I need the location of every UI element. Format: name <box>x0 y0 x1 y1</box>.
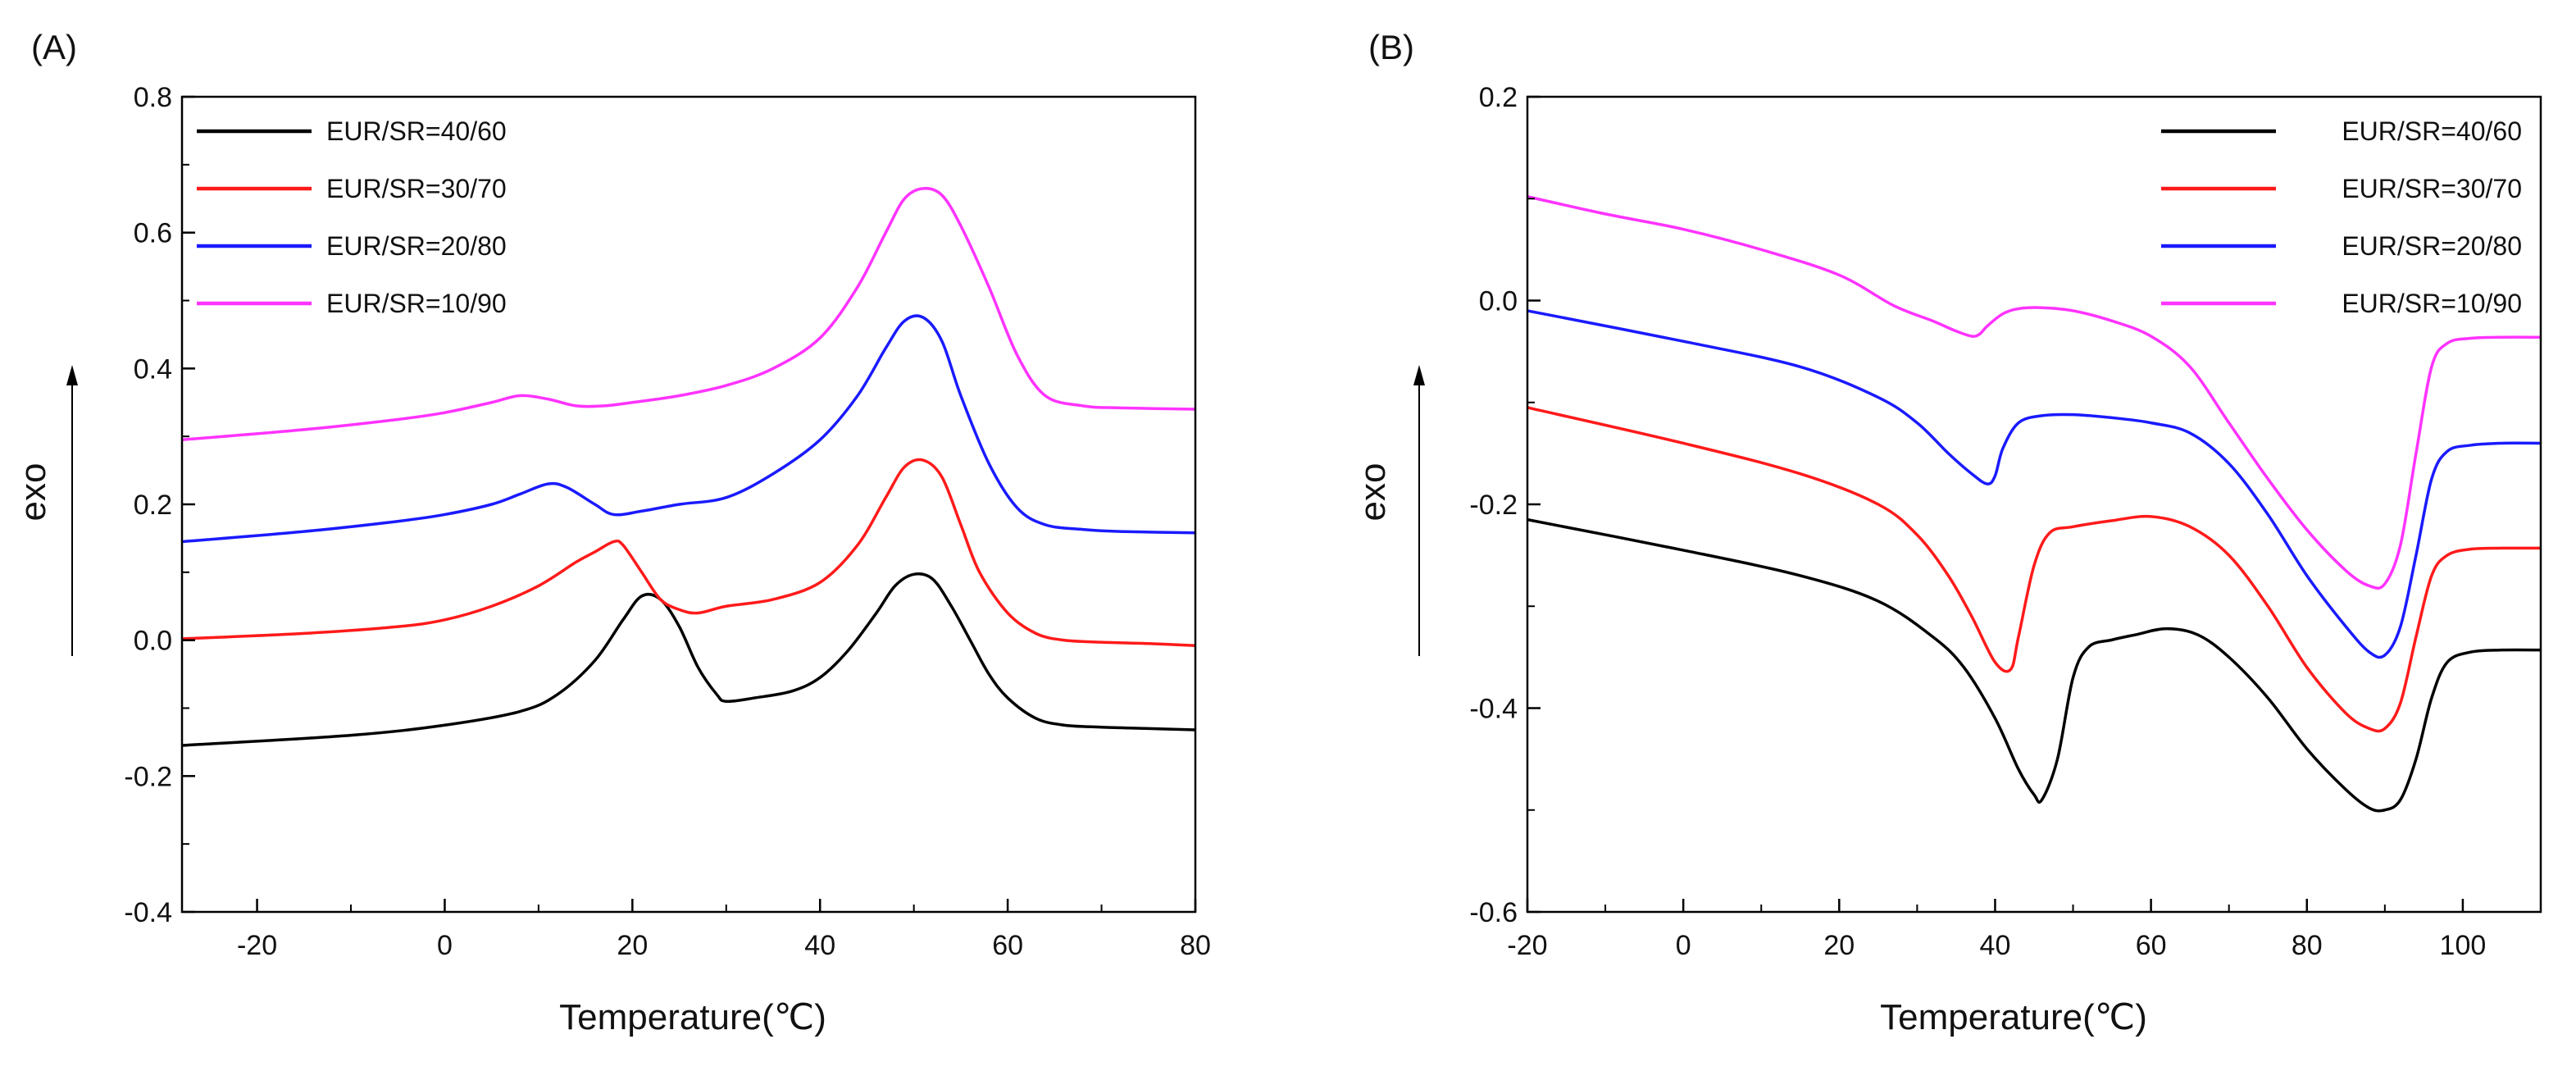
x-tick-label: 20 <box>1823 930 1855 961</box>
x-tick-label: 40 <box>1980 930 2011 961</box>
x-tick-label: 100 <box>2440 930 2487 961</box>
x-tick-label: 0 <box>1676 930 1691 961</box>
legend-label: EUR/SR=30/70 <box>2342 174 2522 203</box>
legend-label: EUR/SR=10/90 <box>326 289 507 318</box>
series-line-eur-sr-20-80 <box>181 314 1196 544</box>
y-tick-label: 0.2 <box>134 490 172 521</box>
x-tick-label: 60 <box>992 930 1023 961</box>
series-line-eur-sr-20-80 <box>1527 309 2542 659</box>
y-tick-label: -0.2 <box>124 761 172 792</box>
y-tick-label: 0.2 <box>1479 82 1518 113</box>
y-tick-label: -0.4 <box>1469 694 1518 725</box>
legend-label: EUR/SR=30/70 <box>326 174 507 203</box>
chart-b-svg: -20 0 20 40 60 80 100 -0.6 -0.4 -0.2 0.0 0.2 EUR/SR… <box>1353 28 2542 1037</box>
x-tick-label: 80 <box>2292 930 2323 961</box>
exo-arrow-head <box>1413 365 1425 385</box>
panel-label-a: (A) <box>31 28 77 66</box>
series-line-eur-sr-30-70 <box>1527 406 2542 733</box>
y-tick-label: 0.0 <box>1479 286 1518 317</box>
y-tick-label: 0.0 <box>134 626 172 657</box>
x-tick-label: 60 <box>2136 930 2167 961</box>
legend-label: EUR/SR=40/60 <box>326 116 507 146</box>
x-tick-label: -20 <box>1507 930 1547 961</box>
y-tick-label: -0.6 <box>1469 897 1518 928</box>
panel-label-b: (B) <box>1368 28 1414 66</box>
series-line-eur-sr-10-90 <box>1527 195 2542 590</box>
legend-label: EUR/SR=40/60 <box>2342 116 2522 146</box>
series-line-eur-sr-40-60 <box>1527 517 2542 813</box>
legend-label: EUR/SR=20/80 <box>326 231 507 261</box>
y-axis-title-b: exo <box>1353 463 1393 522</box>
x-tick-label: 0 <box>437 930 453 961</box>
x-axis-title-a: Temperature(℃) <box>559 997 826 1037</box>
x-tick-label: 80 <box>1180 930 1211 961</box>
x-axis-title-b: Temperature(℃) <box>1880 997 2147 1037</box>
chart-panel-b: -20 0 20 40 60 80 100 -0.6 -0.4 -0.2 0.0 0.2 EUR/SR… <box>1288 0 2576 1067</box>
chart-a-svg: -20 0 20 40 60 80 -0.4 -0.2 0.0 0.2 0.4 0.6 0.8 EUR/… <box>13 28 1211 1037</box>
x-tick-label: -20 <box>237 930 277 961</box>
series-line-eur-sr-10-90 <box>181 186 1196 442</box>
exo-arrow-head <box>66 365 78 385</box>
series-line-eur-sr-40-60 <box>181 572 1196 747</box>
y-tick-label: -0.2 <box>1469 490 1518 521</box>
legend-label: EUR/SR=20/80 <box>2342 231 2522 261</box>
plot-frame-b <box>1526 95 2542 914</box>
y-tick-label: -0.4 <box>124 897 172 928</box>
x-tick-label: 20 <box>617 930 648 961</box>
series-line-eur-sr-30-70 <box>181 458 1196 648</box>
legend-label: EUR/SR=10/90 <box>2342 289 2522 318</box>
y-tick-label: 0.4 <box>134 353 172 385</box>
y-axis-title-a: exo <box>13 463 53 522</box>
y-tick-label: 0.6 <box>134 218 172 249</box>
chart-panel-a: -20 0 20 40 60 80 -0.4 -0.2 0.0 0.2 0.4 0.6 0.8 EUR/… <box>0 0 1288 1067</box>
x-tick-label: 40 <box>804 930 835 961</box>
y-tick-label: 0.8 <box>134 82 172 113</box>
